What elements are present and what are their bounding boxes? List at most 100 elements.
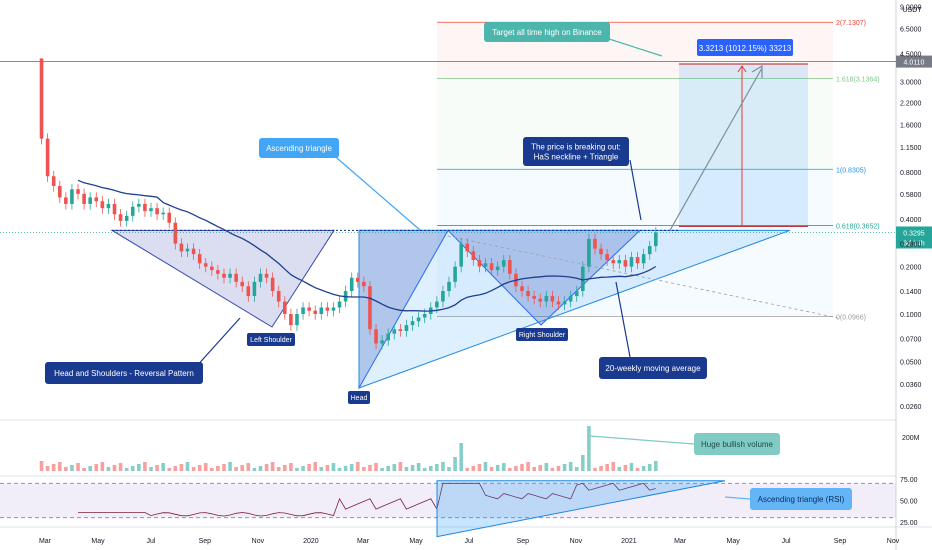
candle-body — [617, 260, 622, 264]
measure-label-box — [697, 39, 793, 56]
candle-body — [124, 215, 129, 221]
volume-bar — [422, 468, 427, 471]
candle-body — [258, 273, 263, 282]
volume-bar — [483, 462, 488, 471]
candle-body — [319, 307, 324, 314]
volume-bar — [526, 462, 530, 471]
volume-bar — [410, 465, 415, 471]
candle-body — [94, 197, 99, 202]
volume-bar — [581, 455, 585, 471]
volume-bar — [654, 461, 658, 471]
candle-body — [185, 248, 190, 252]
candle-body — [100, 201, 105, 209]
volume-bar — [380, 468, 384, 471]
volume-bar — [228, 462, 232, 471]
volume-bar — [264, 464, 269, 471]
volume-bar — [465, 468, 470, 471]
fib-level-label: 2(7.1307) — [836, 20, 866, 27]
volume-bar — [100, 462, 105, 471]
volume-bar — [629, 463, 634, 471]
fib-level-label: 0.618(0.3652) — [836, 223, 880, 230]
volume-bar — [57, 462, 62, 471]
volume-bar — [641, 466, 646, 471]
right-shoulder-label-box — [516, 328, 568, 341]
volume-label-text: Huge bullish volume — [701, 440, 774, 449]
price-axis-tick: 9.0000 — [900, 4, 922, 11]
time-axis-tick: Mar — [39, 538, 52, 545]
left-shoulder-label-box — [247, 333, 295, 346]
candle-body — [471, 251, 476, 261]
ma-label-box — [599, 357, 707, 379]
volume-bar — [514, 466, 518, 471]
volume-bar — [599, 466, 603, 471]
candle-body — [520, 286, 524, 291]
volume-bar — [568, 462, 573, 471]
candle-body — [222, 273, 226, 278]
volume-bar — [118, 463, 123, 471]
price-axis-tick: 2.2000 — [900, 101, 922, 108]
price-lines: 4.0110 0.3295 3d 14h — [0, 55, 932, 249]
volume-bar — [39, 461, 44, 471]
candle-body — [289, 314, 293, 326]
breakout-pointer — [629, 159, 642, 221]
volume-bar — [550, 468, 555, 471]
candle-body — [453, 266, 457, 282]
volume-bar — [355, 462, 360, 471]
candle-body — [380, 340, 384, 344]
volume-bar — [234, 467, 238, 471]
fib-level-label: 1.618(3.1364) — [836, 76, 880, 83]
candle-body — [246, 286, 251, 297]
candle-body — [465, 243, 470, 252]
candle-body — [191, 248, 196, 255]
candle-body — [88, 197, 92, 204]
candle-body — [130, 206, 135, 216]
volume-bar — [197, 465, 202, 471]
volume-bar — [137, 464, 141, 471]
candle-body — [106, 203, 111, 209]
time-axis-tick: May — [409, 538, 423, 545]
volume-bar — [532, 467, 536, 471]
candle-body — [441, 290, 445, 302]
volume-bar — [556, 466, 561, 471]
candle-body — [118, 214, 123, 221]
volume-bar — [51, 464, 56, 471]
candle-body — [179, 243, 184, 252]
volume-bar — [283, 465, 287, 471]
candle-body — [447, 281, 451, 291]
candle-body — [435, 301, 439, 308]
volume-bar — [325, 465, 330, 471]
volume-bar — [520, 464, 524, 471]
measure-box — [679, 64, 808, 227]
rsi-band — [0, 483, 896, 518]
rsi-axis-tick: 50.00 — [900, 499, 918, 506]
candle-body — [82, 193, 86, 204]
price-axis-tick: 0.2000 — [900, 265, 922, 272]
volume-bar — [94, 464, 99, 471]
candle-body — [538, 298, 543, 302]
volume-bar — [319, 467, 324, 471]
candle-body — [386, 333, 390, 341]
candle-body — [270, 277, 275, 291]
time-axis-tick: 2021 — [621, 538, 637, 545]
time-axis-tick: Mar — [674, 538, 687, 545]
candle-body — [635, 257, 640, 264]
fib-level-label: 1(0.8305) — [836, 167, 866, 174]
price-axis-tick: 0.1400 — [900, 289, 922, 296]
candle-body — [629, 257, 634, 267]
price-axis-tick: 4.5000 — [900, 52, 922, 59]
candle-body — [51, 176, 56, 187]
current-price-label: 0.3295 — [903, 230, 925, 237]
candle-body — [325, 307, 330, 311]
time-axis-tick: Nov — [252, 538, 265, 545]
hs-pattern-box — [45, 362, 203, 384]
candle-body — [337, 301, 342, 308]
volume-label-box — [694, 433, 780, 455]
candle-body — [210, 266, 214, 271]
volume-bar — [124, 468, 129, 471]
fib-level-label: 0(0.0966) — [836, 314, 866, 321]
candle-body — [532, 296, 536, 299]
volume-bar — [349, 464, 354, 471]
candle-body — [161, 212, 165, 215]
candle-body — [112, 203, 117, 215]
candle-body — [422, 314, 427, 318]
